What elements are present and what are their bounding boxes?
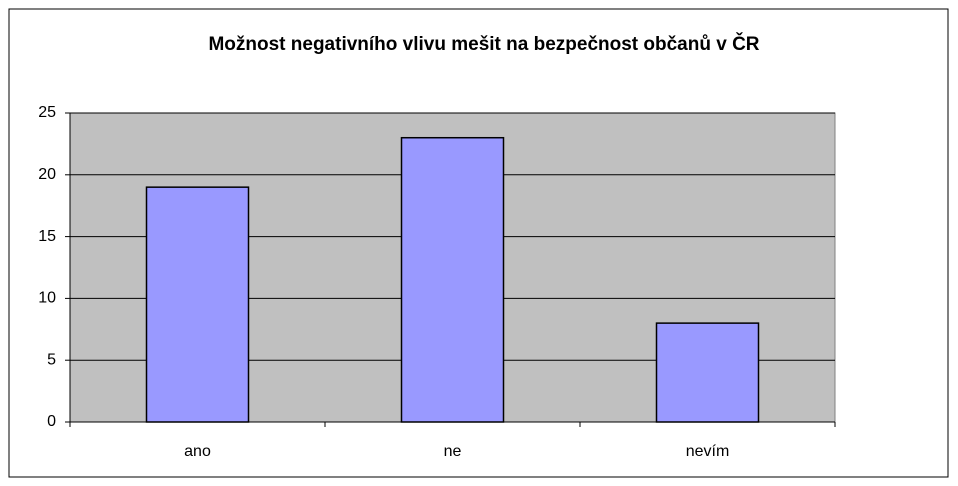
y-tick-label: 10 xyxy=(38,290,56,307)
y-tick-label: 25 xyxy=(38,104,56,121)
bar xyxy=(145,186,250,423)
bar xyxy=(655,322,760,423)
x-tick-label: nevím xyxy=(686,443,730,460)
x-tick-label: ano xyxy=(184,443,211,460)
x-tick-label: ne xyxy=(444,443,462,460)
y-tick-label: 0 xyxy=(47,413,56,430)
y-tick-label: 20 xyxy=(38,166,56,183)
y-tick-label: 5 xyxy=(47,351,56,368)
bar xyxy=(400,136,505,423)
y-tick-label: 15 xyxy=(38,228,56,245)
chart-title: Možnost negativního vlivu mešit na bezpe… xyxy=(208,33,759,55)
